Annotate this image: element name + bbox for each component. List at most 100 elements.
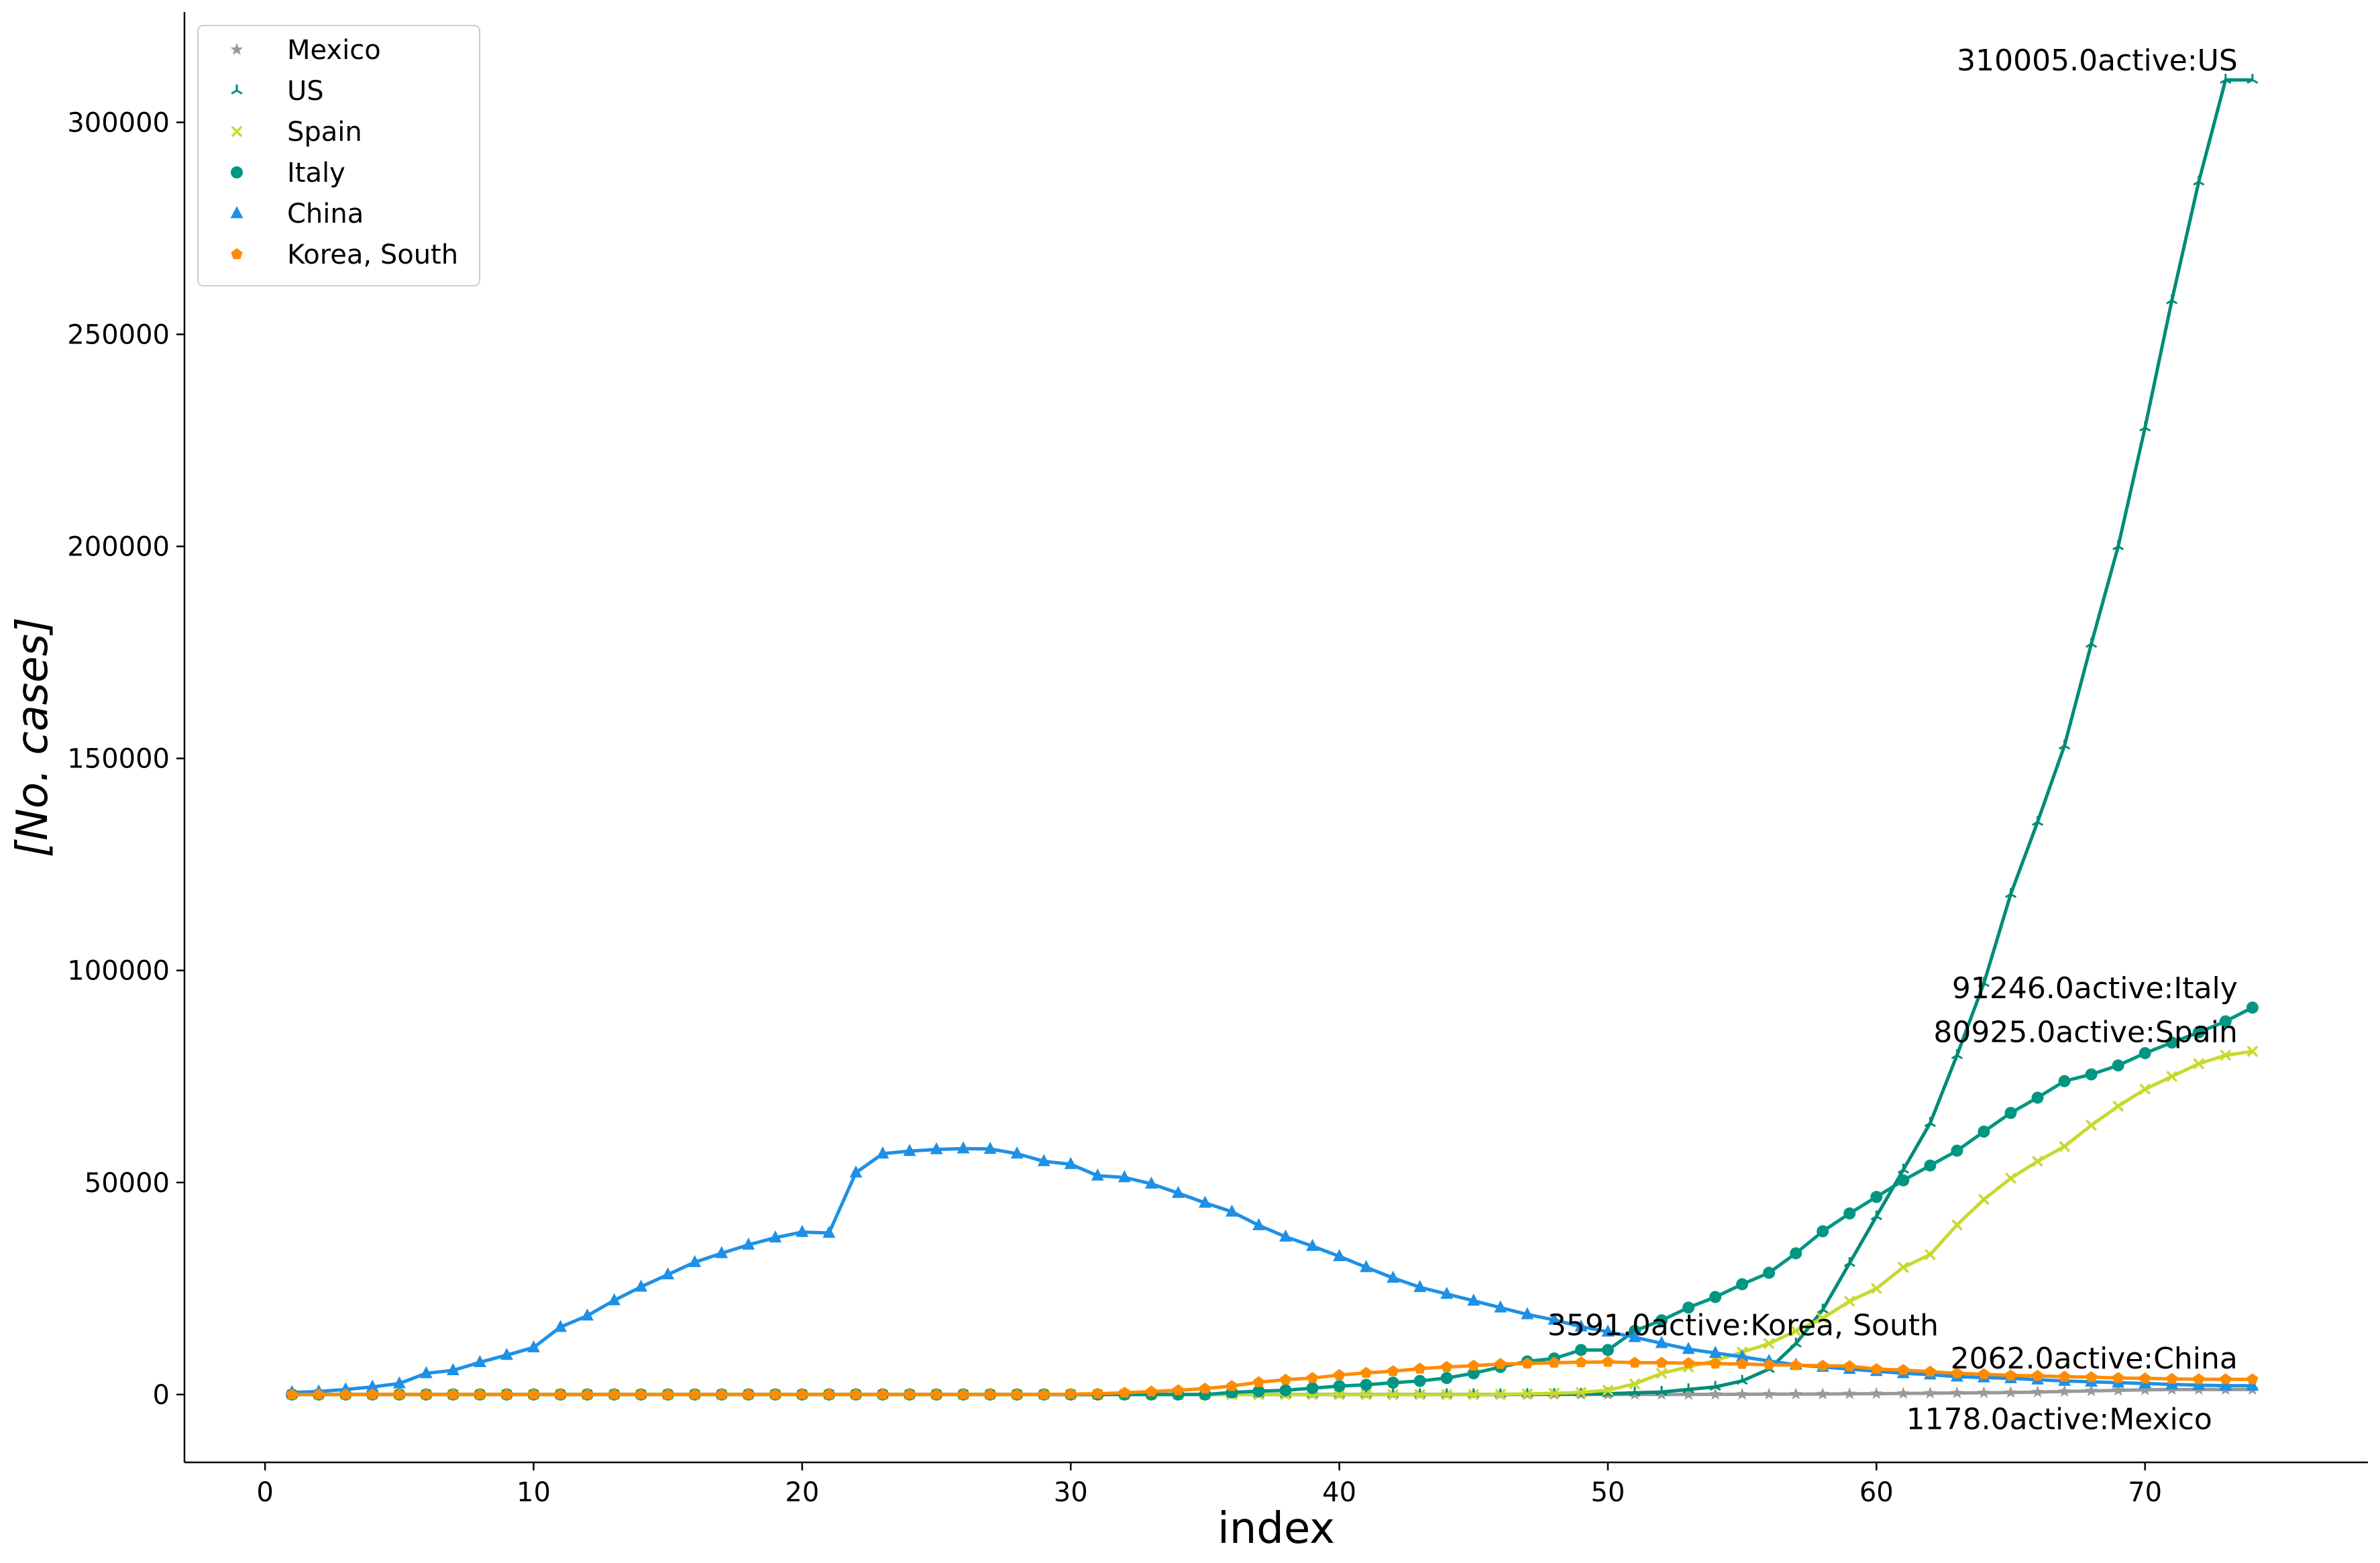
x-tick-label: 20 [785, 1477, 819, 1508]
data-point-italy [1790, 1247, 1802, 1260]
data-point-korea-south [1145, 1385, 1157, 1397]
data-point-mexico [1655, 1387, 1668, 1400]
data-point-china [1279, 1229, 1292, 1242]
data-point-us [2086, 637, 2098, 648]
legend-item-china: China [230, 199, 364, 229]
data-point-china [930, 1142, 943, 1154]
legend-marker [231, 166, 243, 178]
data-point-italy [2165, 1036, 2178, 1049]
data-point-china [983, 1142, 997, 1154]
data-point-china [554, 1319, 567, 1332]
legend-marker [230, 43, 244, 55]
data-point-italy [1736, 1278, 1749, 1291]
legend-label: Italy [287, 158, 345, 188]
legend-marker [231, 248, 243, 260]
data-point-korea-south [904, 1388, 916, 1400]
series-layer [285, 74, 2259, 1401]
x-tick-label: 60 [1859, 1477, 1894, 1508]
data-point-china [903, 1144, 916, 1156]
data-point-us [2139, 421, 2151, 432]
data-point-spain [2193, 1058, 2205, 1070]
data-point-spain [1441, 1389, 1453, 1401]
data-point-korea-south [1118, 1387, 1130, 1398]
data-point-mexico [1978, 1386, 1990, 1399]
data-point-spain [1978, 1193, 1990, 1205]
data-point-italy [1440, 1372, 1453, 1385]
data-point-korea-south [984, 1388, 996, 1400]
legend-label: China [287, 199, 364, 229]
data-point-china [1494, 1300, 1507, 1313]
data-point-korea-south [366, 1388, 378, 1400]
data-point-mexico [1735, 1387, 1749, 1400]
data-point-italy [1817, 1225, 1829, 1238]
data-point-korea-south [957, 1388, 969, 1400]
data-point-korea-south [1602, 1356, 1614, 1367]
x-tick-label: 40 [1322, 1477, 1356, 1508]
data-point-china [392, 1376, 406, 1389]
data-point-italy [2112, 1059, 2124, 1072]
data-point-spain [2059, 1140, 2071, 1152]
data-point-korea-south [1924, 1365, 1936, 1377]
data-point-korea-south [608, 1388, 620, 1400]
data-point-china [1064, 1156, 1077, 1169]
data-point-us [1656, 1386, 1668, 1396]
data-point-mexico [1762, 1387, 1776, 1400]
data-point-spain [1763, 1338, 1775, 1350]
x-axis-title: index [1218, 1504, 1335, 1554]
data-point-china [849, 1165, 863, 1178]
data-point-italy [1574, 1344, 1587, 1356]
data-point-korea-south [582, 1388, 594, 1400]
data-point-korea-south [1870, 1362, 1882, 1375]
data-point-korea-south [2166, 1372, 2178, 1384]
legend-item-italy: Italy [231, 158, 345, 188]
data-point-korea-south [2086, 1370, 2098, 1383]
series-korea-south [286, 1356, 2259, 1400]
data-point-china [446, 1363, 459, 1376]
data-point-china [1574, 1319, 1588, 1332]
data-point-korea-south [2004, 1369, 2017, 1381]
data-point-korea-south [1843, 1360, 1855, 1371]
data-point-china [822, 1226, 836, 1238]
annotation-label: 91246.0active:Italy [1952, 971, 2238, 1006]
data-point-spain [1495, 1389, 1507, 1400]
data-point-spain [1870, 1283, 1882, 1295]
data-point-korea-south [1951, 1367, 1963, 1379]
data-point-china [1655, 1336, 1668, 1348]
data-point-china [1333, 1248, 1346, 1261]
data-point-italy [1870, 1191, 1883, 1203]
data-point-us [2193, 175, 2205, 186]
data-point-spain [1843, 1295, 1855, 1307]
data-point-china [1709, 1346, 1722, 1358]
data-point-italy [2192, 1026, 2205, 1038]
data-point-korea-south [1682, 1357, 1694, 1368]
data-point-china [715, 1246, 728, 1258]
annotation-label: 80925.0active:Spain [1933, 1015, 2237, 1049]
data-point-korea-south [1441, 1360, 1453, 1372]
data-point-korea-south [1038, 1388, 1050, 1400]
data-point-china [1387, 1271, 1400, 1283]
data-point-korea-south [1736, 1358, 1748, 1369]
data-point-mexico [2031, 1385, 2044, 1398]
data-point-china [2219, 1378, 2232, 1391]
data-point-us [1843, 1256, 1855, 1267]
data-point-korea-south [447, 1388, 459, 1400]
data-point-korea-south [393, 1388, 405, 1400]
y-tick-label: 0 [153, 1380, 170, 1411]
data-point-us [1709, 1381, 1721, 1391]
data-point-italy [2219, 1015, 2232, 1028]
data-point-china [1225, 1204, 1238, 1217]
data-point-korea-south [769, 1388, 781, 1400]
data-point-italy [1306, 1382, 1319, 1395]
legend-item-mexico: Mexico [230, 35, 381, 66]
data-point-us [1978, 977, 1990, 987]
data-point-china [608, 1293, 621, 1305]
legend-marker [230, 206, 244, 219]
data-point-korea-south [1252, 1376, 1264, 1387]
data-point-korea-south [474, 1388, 486, 1400]
data-point-mexico [1896, 1387, 1910, 1399]
data-point-korea-south [1817, 1359, 1829, 1371]
data-point-korea-south [1897, 1364, 1909, 1375]
data-point-spain [2166, 1071, 2178, 1083]
data-point-italy [1897, 1174, 1910, 1187]
